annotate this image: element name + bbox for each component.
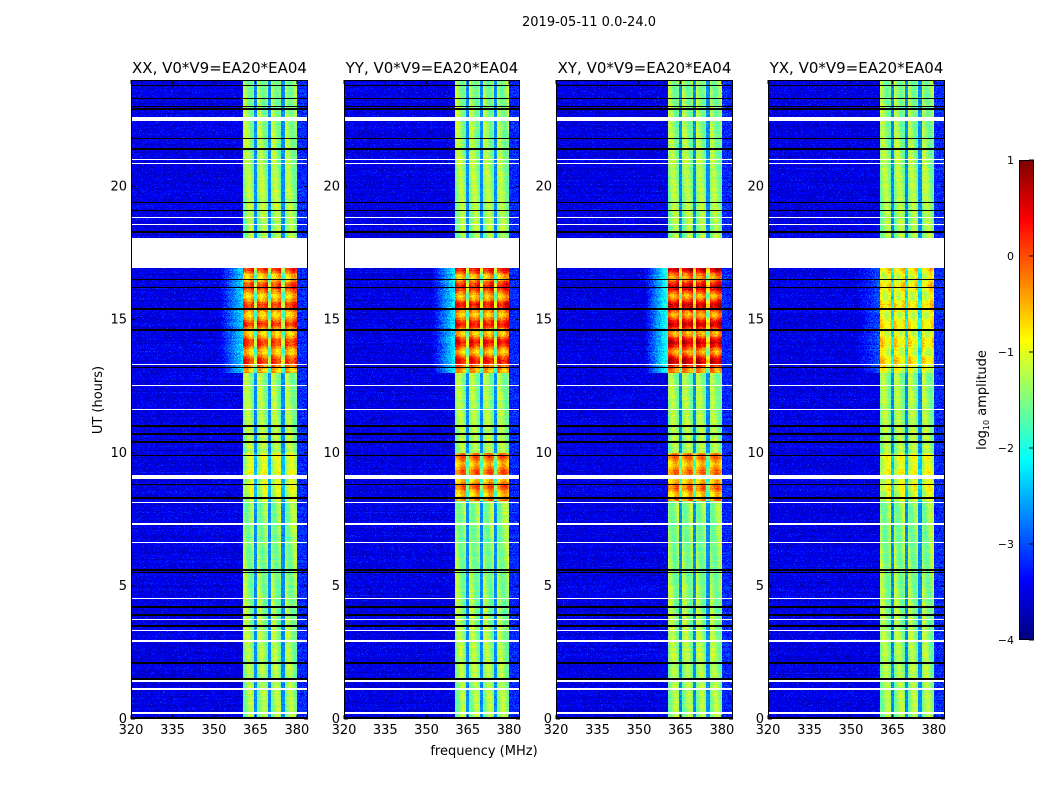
colorbar-tick-label: −4 — [998, 634, 1014, 647]
x-tick-label: 320 — [544, 723, 569, 738]
x-tick-label: 335 — [160, 723, 185, 738]
axes-frame — [556, 80, 733, 719]
heatmap-xy — [556, 80, 733, 719]
y-tick-label: 20 — [535, 180, 552, 195]
x-tick-label: 365 — [243, 723, 268, 738]
heatmap-xx — [131, 80, 308, 719]
y-tick-label: 10 — [110, 446, 127, 461]
axes-frame — [131, 80, 308, 719]
y-tick-label: 0 — [332, 712, 340, 727]
axes-frame — [768, 80, 945, 719]
y-tick-label: 15 — [323, 313, 340, 328]
x-tick-label: 335 — [585, 723, 610, 738]
colorbar-tick-label: 1 — [1007, 154, 1014, 167]
panel-title: YY, V0*V9=EA20*EA04 — [345, 59, 519, 77]
y-tick-label: 10 — [535, 446, 552, 461]
x-tick-label: 365 — [455, 723, 480, 738]
y-axis-label: UT (hours) — [91, 366, 106, 434]
x-tick-label: 350 — [202, 723, 227, 738]
colorbar-tick-label: 0 — [1007, 250, 1014, 263]
y-tick-label: 5 — [544, 579, 552, 594]
y-tick-label: 20 — [323, 180, 340, 195]
y-tick-label: 10 — [747, 446, 764, 461]
x-tick-label: 320 — [119, 723, 144, 738]
y-tick-label: 15 — [535, 313, 552, 328]
colorbar — [1019, 160, 1034, 640]
x-axis-label: frequency (MHz) — [430, 744, 537, 759]
x-tick-label: 320 — [332, 723, 357, 738]
panel-title: XY, V0*V9=EA20*EA04 — [558, 59, 732, 77]
y-tick-label: 20 — [110, 180, 127, 195]
y-tick-label: 10 — [323, 446, 340, 461]
y-tick-label: 15 — [747, 313, 764, 328]
y-tick-label: 15 — [110, 313, 127, 328]
x-tick-label: 365 — [668, 723, 693, 738]
colorbar-frame — [1019, 160, 1034, 640]
x-tick-label: 380 — [922, 723, 947, 738]
y-tick-label: 0 — [119, 712, 127, 727]
x-tick-label: 350 — [839, 723, 864, 738]
x-tick-label: 380 — [285, 723, 310, 738]
y-tick-label: 0 — [544, 712, 552, 727]
y-tick-label: 5 — [756, 579, 764, 594]
x-tick-label: 320 — [756, 723, 781, 738]
heatmap-yx — [768, 80, 945, 719]
y-tick-label: 5 — [119, 579, 127, 594]
x-tick-label: 335 — [797, 723, 822, 738]
y-tick-label: 0 — [756, 712, 764, 727]
x-tick-label: 335 — [373, 723, 398, 738]
colorbar-label: log10 amplitude — [975, 350, 991, 450]
panel-title: XX, V0*V9=EA20*EA04 — [132, 59, 307, 77]
y-tick-label: 5 — [332, 579, 340, 594]
x-tick-label: 380 — [710, 723, 735, 738]
colorbar-tick-label: −3 — [998, 538, 1014, 551]
x-tick-label: 350 — [414, 723, 439, 738]
colorbar-tick-label: −2 — [998, 442, 1014, 455]
x-tick-label: 350 — [627, 723, 652, 738]
figure-title: 2019-05-11 0.0-24.0 — [522, 15, 656, 30]
axes-frame — [344, 80, 520, 719]
x-tick-label: 365 — [880, 723, 905, 738]
heatmap-yy — [344, 80, 520, 719]
panel-title: YX, V0*V9=EA20*EA04 — [769, 59, 944, 77]
x-tick-label: 380 — [497, 723, 522, 738]
y-tick-label: 20 — [747, 180, 764, 195]
colorbar-tick-label: −1 — [998, 346, 1014, 359]
